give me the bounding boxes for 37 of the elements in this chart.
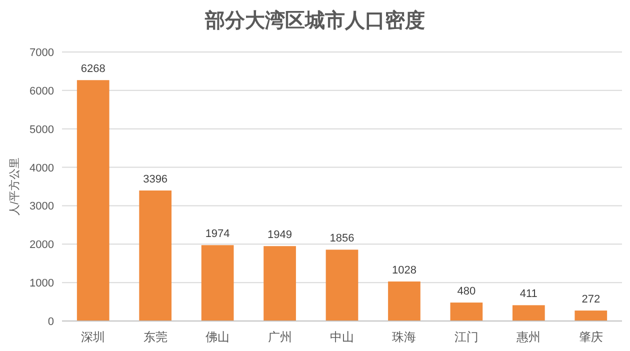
bar	[326, 250, 358, 321]
bar	[450, 302, 483, 321]
data-label: 6268	[80, 63, 106, 76]
y-axis-title: 人/平方公里	[8, 157, 21, 216]
x-tick-label: 深圳	[81, 330, 106, 344]
y-tick-label: 7000	[30, 47, 54, 59]
y-tick-label: 0	[48, 316, 54, 328]
data-label: 1949	[268, 229, 292, 242]
x-tick-label: 佛山	[206, 330, 230, 344]
x-tick-label: 惠州	[516, 330, 541, 344]
x-tick-label: 肇庆	[578, 330, 603, 344]
y-tick-label: 5000	[30, 124, 54, 136]
bar	[574, 310, 608, 321]
chart-title: 部分大湾区城市人口密度	[204, 9, 425, 32]
x-tick-label: 广州	[268, 330, 292, 344]
data-label: 480	[457, 286, 476, 298]
bar	[76, 80, 110, 321]
x-tick-label: 珠海	[392, 330, 416, 344]
data-label: 1028	[392, 264, 416, 276]
data-label: 1856	[330, 232, 354, 245]
y-tick-label: 1000	[30, 278, 54, 290]
y-tick-label: 2000	[30, 239, 54, 252]
x-tick-label: 江门	[454, 330, 478, 344]
bar	[201, 245, 234, 321]
y-tick-label: 3000	[30, 200, 54, 213]
y-tick-label: 4000	[30, 162, 54, 174]
bar	[512, 305, 545, 321]
x-tick-label: 东莞	[143, 330, 168, 344]
data-label: 411	[520, 288, 538, 300]
data-label: 3396	[143, 173, 168, 186]
bar	[139, 190, 172, 321]
data-label: 1974	[205, 228, 230, 240]
bar	[264, 246, 296, 321]
y-tick-label: 6000	[30, 85, 54, 98]
x-tick-label: 中山	[330, 330, 354, 344]
data-label: 272	[582, 294, 600, 306]
bar	[388, 281, 420, 321]
